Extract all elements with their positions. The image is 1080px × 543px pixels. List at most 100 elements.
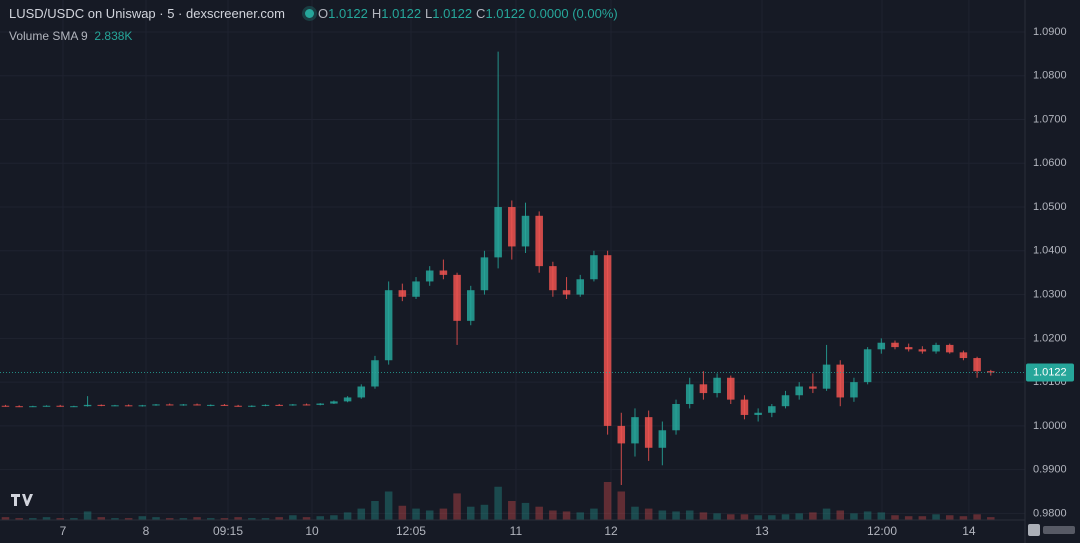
volume-bar bbox=[357, 508, 366, 520]
candle-body bbox=[343, 397, 352, 402]
last-price-box bbox=[1026, 363, 1074, 382]
volume-bar bbox=[29, 518, 37, 520]
candle-body bbox=[631, 417, 639, 444]
ohlc-value: 1.0122 bbox=[485, 6, 526, 21]
ohlc-value: 1.0122 bbox=[381, 6, 422, 21]
volume-bar bbox=[220, 518, 229, 520]
candle-body bbox=[590, 255, 598, 280]
y-tick-label: 1.0000 bbox=[1033, 420, 1067, 432]
volume-bar bbox=[918, 516, 927, 520]
candle-body bbox=[466, 290, 475, 321]
volume-bar bbox=[768, 515, 776, 520]
candle-body bbox=[973, 358, 981, 372]
volume-bar bbox=[590, 508, 598, 520]
y-tick-label: 1.0500 bbox=[1033, 201, 1067, 213]
header-row: LUSD/USDC on Uniswap · 5 · dexscreener.c… bbox=[9, 6, 618, 21]
candle-body bbox=[740, 399, 749, 415]
candle-body bbox=[713, 377, 721, 394]
candle-body bbox=[275, 404, 283, 406]
volume-bar bbox=[781, 514, 790, 520]
candle-body bbox=[644, 417, 653, 448]
candle-body bbox=[179, 404, 188, 406]
candle-body bbox=[795, 386, 803, 396]
candle-body bbox=[685, 384, 694, 405]
x-tick-label: 12:05 bbox=[396, 524, 426, 538]
candle-body bbox=[357, 386, 366, 398]
volume-bar bbox=[877, 512, 886, 520]
candle-body bbox=[850, 382, 858, 398]
candle-body bbox=[234, 405, 242, 407]
volume-bar bbox=[549, 510, 557, 520]
volume-bar bbox=[740, 514, 749, 520]
y-tick-label: 1.0700 bbox=[1033, 113, 1067, 125]
volume-bar bbox=[822, 508, 831, 520]
x-tick-label: 09:15 bbox=[213, 524, 243, 538]
candle-body bbox=[836, 364, 845, 398]
candle-body bbox=[330, 401, 338, 404]
volume-bar bbox=[508, 501, 516, 520]
candle-body bbox=[453, 274, 461, 321]
candle-body bbox=[535, 215, 543, 267]
volume-bar bbox=[165, 518, 174, 520]
volume-bar bbox=[412, 508, 420, 520]
volume-bar bbox=[316, 516, 324, 520]
y-tick-label: 1.0600 bbox=[1033, 157, 1067, 169]
candle-body bbox=[768, 406, 776, 413]
candle-body bbox=[891, 342, 899, 348]
volume-bar bbox=[494, 486, 502, 520]
candle-body bbox=[945, 344, 954, 353]
volume-bar bbox=[795, 513, 803, 520]
candle-body bbox=[754, 412, 762, 415]
volume-bar bbox=[206, 518, 215, 520]
volume-bar bbox=[959, 516, 968, 520]
candle-body bbox=[111, 405, 119, 407]
candle-body bbox=[549, 266, 557, 291]
volume-bar bbox=[289, 515, 297, 520]
volume-bar bbox=[809, 512, 817, 520]
candle-body bbox=[699, 384, 708, 394]
candle-body bbox=[877, 342, 886, 350]
volume-bar bbox=[234, 517, 242, 520]
volume-bar bbox=[179, 518, 188, 520]
volume-bar bbox=[576, 512, 585, 520]
candle-body bbox=[83, 404, 92, 407]
y-tick-label: 1.0400 bbox=[1033, 245, 1067, 257]
volume-bar bbox=[535, 506, 543, 520]
candle-body bbox=[863, 349, 872, 383]
volume-bar bbox=[631, 506, 639, 520]
volume-bar bbox=[42, 517, 51, 520]
ohlc-value: 1.0122 bbox=[432, 6, 473, 21]
candle-body bbox=[248, 405, 256, 407]
volume-bar bbox=[644, 508, 653, 520]
volume-bar bbox=[330, 515, 338, 520]
candle-body bbox=[261, 404, 270, 406]
tv-logo bbox=[10, 492, 36, 508]
candle-body bbox=[932, 344, 940, 352]
candle-body bbox=[15, 406, 23, 408]
x-tick-label: 11 bbox=[510, 524, 523, 538]
y-tick-label: 1.0800 bbox=[1033, 70, 1067, 82]
ohlc-letter: O bbox=[318, 6, 329, 21]
candle-body bbox=[562, 290, 571, 295]
volume-bar bbox=[83, 511, 92, 520]
candle-body bbox=[302, 404, 311, 406]
volume-bar bbox=[973, 514, 981, 520]
volume-bar bbox=[672, 511, 680, 520]
candle-body bbox=[480, 257, 489, 291]
candle-body bbox=[658, 430, 667, 448]
volume-bar bbox=[466, 506, 475, 520]
volume-bar bbox=[152, 517, 160, 520]
candle-body bbox=[576, 279, 585, 295]
candle-body bbox=[822, 364, 831, 389]
candle-body bbox=[508, 207, 516, 247]
candle-body bbox=[42, 405, 51, 407]
ohlc-letter: H bbox=[371, 6, 382, 21]
candle-body bbox=[959, 352, 968, 359]
volume-bar bbox=[302, 517, 311, 520]
x-tick-label: 13 bbox=[755, 524, 769, 538]
volume-bar bbox=[15, 518, 23, 520]
candle-body bbox=[809, 386, 817, 389]
candle-body bbox=[494, 207, 502, 258]
